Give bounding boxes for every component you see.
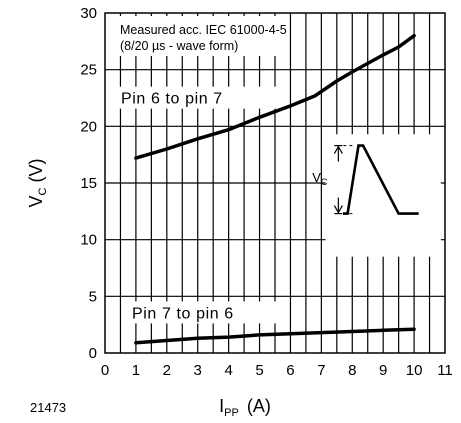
x-tick-label: 1 bbox=[132, 362, 140, 379]
x-tick-label: 7 bbox=[317, 362, 325, 379]
x-tick-label: 0 bbox=[101, 362, 109, 379]
x-axis-title: IPP (A) bbox=[219, 396, 271, 419]
series-lines bbox=[134, 33, 416, 345]
plot-frame bbox=[104, 12, 446, 354]
y-tick-label: 25 bbox=[80, 62, 97, 79]
y-axis-title: VC (V) bbox=[26, 159, 49, 208]
x-tick-label: 3 bbox=[194, 362, 202, 379]
y-tick-label: 15 bbox=[80, 175, 97, 192]
series-label-pin6-to-pin7: Pin 6 to pin 7 bbox=[121, 91, 223, 108]
x-tick-label: 5 bbox=[255, 362, 263, 379]
series-label-bg bbox=[129, 301, 279, 324]
x-axis-unit: (A) bbox=[247, 396, 271, 416]
series-line bbox=[134, 327, 416, 345]
y-axis-unit: (V) bbox=[26, 159, 46, 183]
arrow-up-icon bbox=[333, 145, 343, 154]
measurement-note-line1: Measured acc. IEC 61000-4-5 bbox=[120, 23, 287, 37]
surge-waveform-inset: VC bbox=[312, 144, 419, 215]
note-box bbox=[117, 16, 282, 56]
x-tick-label: 11 bbox=[437, 362, 453, 379]
series-label-bg bbox=[118, 86, 280, 109]
x-tick-label: 10 bbox=[406, 362, 423, 379]
x-tick-label: 2 bbox=[163, 362, 171, 379]
y-tick-label: 5 bbox=[89, 288, 97, 305]
measurement-note-line2: (8/20 µs - wave form) bbox=[120, 39, 238, 53]
surge-waveform-line bbox=[343, 144, 419, 215]
series-label-pin7-to-pin6: Pin 7 to pin 6 bbox=[132, 305, 234, 322]
y-tick-label: 10 bbox=[80, 232, 97, 249]
y-tick-label: 0 bbox=[89, 345, 97, 362]
y-tick-label: 30 bbox=[80, 5, 97, 22]
inset-vc-label: VC bbox=[312, 170, 328, 187]
inset-vc-subscript: C bbox=[321, 177, 328, 187]
y-axis-symbol: V bbox=[26, 195, 46, 207]
tick-labels: 0 1 2 3 4 5 6 7 8 9 10 11 0 5 10 15 20 25 30 bbox=[80, 5, 452, 379]
x-tick-label: 6 bbox=[286, 362, 294, 379]
inset-box bbox=[325, 134, 441, 257]
x-axis-subscript: PP bbox=[224, 407, 239, 419]
x-tick-label: 4 bbox=[224, 362, 232, 379]
inset-vc-symbol: V bbox=[312, 170, 321, 185]
y-axis-subscript: C bbox=[37, 187, 49, 195]
arrow-down-icon bbox=[333, 205, 343, 214]
x-tick-label: 8 bbox=[348, 362, 356, 379]
x-tick-label: 9 bbox=[379, 362, 387, 379]
figure-id: 21473 bbox=[30, 400, 66, 415]
series-line bbox=[134, 33, 416, 160]
x-axis-symbol: I bbox=[219, 396, 224, 416]
y-tick-label: 20 bbox=[80, 118, 97, 135]
